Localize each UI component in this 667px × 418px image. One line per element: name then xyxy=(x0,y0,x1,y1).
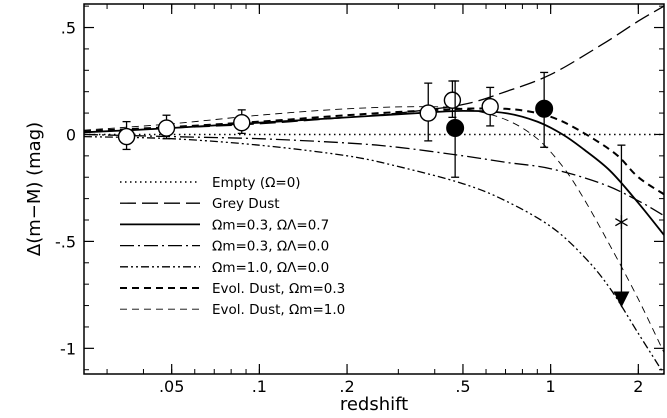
data-point-open-4 xyxy=(443,91,462,109)
y-tick-label-1: 0 xyxy=(66,125,76,144)
x-tick-label-4: 1 xyxy=(546,377,556,396)
legend-label-longdash: Grey Dust xyxy=(212,196,280,212)
upper-limit-arrow-8 xyxy=(613,291,630,308)
x-tick-label-5: 2 xyxy=(633,377,643,396)
data-points xyxy=(117,71,630,308)
model-curves xyxy=(84,5,664,374)
data-point-filled-7 xyxy=(535,99,554,118)
data-point-star-8 xyxy=(615,215,628,230)
series-dashdot-curve xyxy=(84,133,664,217)
series-dashdotdot-curve xyxy=(84,135,664,374)
legend-label-thindashed: Evol. Dust, Ωm=1.0 xyxy=(212,302,345,318)
legend-label-dashed: Evol. Dust, Ωm=0.3 xyxy=(212,281,345,297)
legend-label-dashdotdot: Ωm=1.0, ΩΛ=0.0 xyxy=(212,260,329,276)
y-tick-label-3: -1 xyxy=(60,339,76,358)
axis-ticks xyxy=(84,4,664,374)
tick-labels: .05 .1 .2 .5 1 2 .5 0 -.5 -1 xyxy=(55,19,643,396)
data-point-open-2 xyxy=(233,113,251,132)
data-point-filled-6 xyxy=(446,119,465,138)
data-point-open-5 xyxy=(481,97,499,116)
y-tick-label-0: .5 xyxy=(61,19,76,38)
x-tick-label-2: .2 xyxy=(339,377,354,396)
y-tick-label-2: -.5 xyxy=(55,232,76,251)
legend: Empty (Ω=0) Grey Dust Ωm=0.3, ΩΛ=0.7 Ωm=0.3… xyxy=(120,175,345,318)
data-point-open-0 xyxy=(117,127,136,146)
x-tick-label-0: .05 xyxy=(159,377,184,396)
data-point-open-1 xyxy=(157,119,176,137)
data-point-open-3 xyxy=(419,104,437,122)
legend-label-solid: Ωm=0.3, ΩΛ=0.7 xyxy=(212,217,329,233)
y-axis-label: Δ(m−M) (mag) xyxy=(24,122,45,256)
x-axis-label: redshift xyxy=(340,394,408,415)
legend-label-dashdot: Ωm=0.3, ΩΛ=0.0 xyxy=(212,239,329,255)
x-tick-label-1: .1 xyxy=(252,377,267,396)
plot-frame xyxy=(83,3,665,375)
legend-label-dotted: Empty (Ω=0) xyxy=(212,175,301,191)
x-tick-label-3: .5 xyxy=(455,377,470,396)
